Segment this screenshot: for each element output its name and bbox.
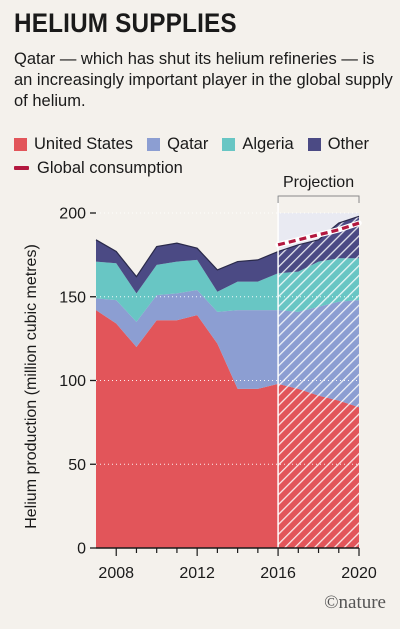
legend-label-qatar: Qatar: [167, 134, 209, 153]
projection-bracket: [277, 195, 360, 203]
legend-item-global-consumption: Global consumption: [14, 159, 183, 178]
x-tick-label-2008: 2008: [98, 565, 134, 582]
x-tick-label-2012: 2012: [179, 565, 215, 582]
consumption-line-layer: [275, 220, 362, 248]
y-tick-label-200: 200: [59, 206, 86, 223]
y-tick-label-0: 0: [77, 541, 86, 558]
area-qatar-historical: [96, 290, 279, 389]
area-qatar-projection: [278, 300, 359, 408]
legend-item-other: Other: [307, 134, 369, 154]
axes-layer: 0 50 100 150 200 2008 2012 2016 2020 Helium produ…: [23, 206, 377, 583]
consumption-line: [277, 221, 360, 247]
legend-item-qatar: Qatar: [147, 135, 208, 154]
x-tick-label-2020: 2020: [341, 565, 377, 582]
legend-swatch-other: [307, 137, 321, 151]
projection-label: Projection: [283, 174, 354, 191]
legend-swatch-global-consumption: [14, 166, 29, 170]
legend-label-other: Other: [327, 134, 369, 153]
legend-row-1: United States Qatar Algeria Other: [14, 132, 400, 156]
legend-label-algeria: Algeria: [242, 134, 294, 153]
y-tick-label-50: 50: [68, 457, 86, 474]
legend-item-united-states: United States: [14, 135, 133, 154]
nature-logo: ©nature: [324, 592, 386, 613]
area-united_states-historical: [96, 310, 279, 548]
x-tick-label-2016: 2016: [260, 565, 296, 582]
y-tick-label-150: 150: [59, 289, 86, 306]
legend-label-united-states: United States: [34, 134, 134, 153]
chart-subtitle: Qatar — which has shut its helium refine…: [14, 50, 393, 110]
y-axis-label: Helium production (million cubic metres): [23, 244, 40, 529]
area-layer: [95, 215, 360, 548]
y-tick-label-100: 100: [59, 373, 86, 390]
legend-swatch-qatar: [147, 137, 161, 151]
legend-swatch-algeria: [222, 137, 236, 151]
projection-label-layer: Projection: [277, 174, 360, 203]
area-other-historical: [96, 239, 279, 294]
grid-layer: [96, 195, 359, 548]
legend-swatch-united-states: [14, 137, 27, 151]
area-algeria-historical: [96, 259, 279, 322]
chart-title: HELIUM SUPPLIES: [14, 8, 237, 38]
legend-row-2: Global consumption: [14, 156, 400, 180]
legend-label-global-consumption: Global consumption: [37, 158, 183, 177]
total-outline: [95, 215, 360, 278]
legend-item-algeria: Algeria: [222, 134, 294, 154]
area-united_states-projection: [278, 383, 359, 548]
legend: United States Qatar Algeria Other Global…: [14, 132, 400, 180]
